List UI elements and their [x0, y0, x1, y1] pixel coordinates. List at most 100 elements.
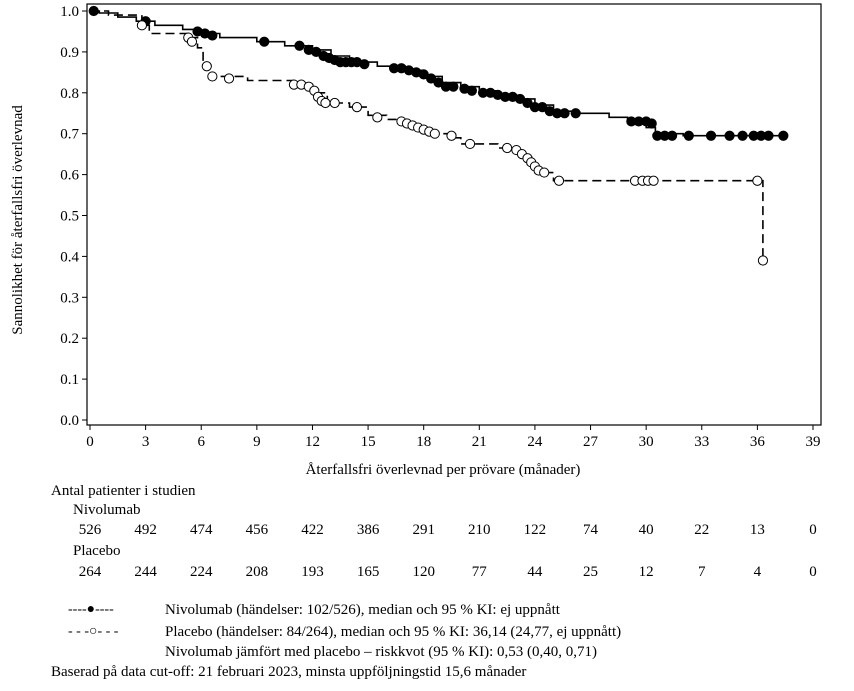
legend-symbol-placebo: - - -○- - -	[68, 624, 119, 639]
y-tick-label: 0.5	[60, 209, 79, 225]
x-tick-label: 24	[527, 434, 543, 450]
censor-point-nivolumab	[359, 59, 370, 70]
risk-count: 492	[134, 522, 157, 538]
y-tick-label: 0.0	[60, 413, 79, 429]
censor-point-placebo	[502, 142, 513, 154]
risk-count: 210	[468, 522, 491, 538]
plot-frame	[86, 3, 822, 426]
series-group	[88, 5, 789, 266]
risk-count: 40	[638, 522, 654, 538]
y-axis-label: Sannolikhet för återfallsfri överlevnad	[10, 105, 26, 335]
footnote: Baserad på data cut-off: 21 februari 202…	[51, 664, 527, 680]
censor-point-placebo	[329, 97, 340, 109]
risk-count: 0	[809, 522, 817, 538]
censor-point-placebo	[186, 36, 198, 47]
x-tick-label: 6	[197, 434, 205, 450]
y-axis: 0.0 0.1 0.2 0.3 0.4 0.5 0.6 0.7 0.8 0.9 1.0	[60, 4, 87, 429]
risk-count: 122	[523, 522, 547, 538]
censor-point-nivolumab	[646, 118, 657, 129]
risk-count: 474	[189, 522, 213, 538]
risk-count: 526	[78, 522, 102, 538]
censor-point-nivolumab	[778, 130, 789, 141]
y-tick-label: 0.8	[60, 86, 79, 102]
x-tick-label: 9	[253, 434, 261, 450]
risk-table-title: Antal patienter i studien	[51, 483, 196, 499]
risk-count: 25	[583, 564, 599, 580]
risk-count: 13	[749, 522, 765, 538]
censor-point-nivolumab	[448, 81, 459, 92]
censor-point-nivolumab	[724, 130, 735, 141]
risk-count: 244	[134, 564, 157, 580]
censor-point-nivolumab	[207, 30, 218, 41]
censor-point-nivolumab	[667, 130, 678, 141]
y-tick-label: 0.6	[60, 168, 79, 184]
censor-point-nivolumab	[466, 85, 477, 96]
y-tick-label: 0.4	[60, 249, 79, 265]
x-tick-label: 27	[583, 434, 599, 450]
censor-point-nivolumab	[683, 130, 694, 141]
risk-count: 165	[356, 564, 380, 580]
x-axis-label: Återfallsfri överlevnad per prövare (mån…	[306, 462, 581, 478]
risk-count: 208	[245, 564, 269, 580]
risk-count: 422	[301, 522, 324, 538]
risk-count: 386	[356, 522, 380, 538]
censor-point-placebo	[207, 71, 218, 82]
y-tick-label: 0.9	[60, 45, 79, 61]
risk-count: 4	[753, 564, 762, 580]
risk-count: 12	[638, 564, 654, 580]
risk-count: 74	[583, 522, 599, 538]
censor-point-placebo	[136, 20, 148, 31]
censor-point-nivolumab	[559, 108, 570, 119]
risk-count: 291	[412, 522, 435, 538]
x-axis: 0 3 6 9 12 15 18 21 24 27 30 33 36 39	[86, 425, 821, 450]
legend-label-nivolumab: Nivolumab (händelser: 102/526), median o…	[165, 602, 560, 618]
risk-count: 224	[189, 564, 213, 580]
y-tick-label: 0.7	[60, 127, 79, 143]
censor-point-placebo	[464, 138, 476, 150]
risk-count: 44	[527, 564, 543, 580]
x-tick-label: 39	[806, 434, 821, 450]
x-tick-label: 30	[639, 434, 654, 450]
x-tick-label: 12	[305, 434, 320, 450]
y-tick-label: 1.0	[60, 4, 79, 20]
risk-count: 0	[809, 564, 817, 580]
risk-row-label-placebo: Placebo	[73, 543, 121, 559]
legend-hazard-ratio: Nivolumab jämfört med placebo – riskkvot…	[165, 644, 597, 660]
censor-point-placebo	[320, 97, 331, 109]
risk-count: 77	[471, 564, 487, 580]
risk-count: 22	[694, 522, 710, 538]
x-tick-label: 21	[472, 434, 487, 450]
censor-point-nivolumab	[570, 108, 581, 119]
censor-point-nivolumab	[259, 36, 270, 47]
censor-point-placebo	[429, 128, 440, 139]
x-tick-label: 15	[361, 434, 376, 450]
x-tick-label: 36	[750, 434, 766, 450]
censor-point-placebo	[201, 61, 212, 72]
censor-point-placebo	[223, 73, 235, 84]
censor-point-nivolumab	[294, 40, 305, 51]
legend-label-placebo: Placebo (händelser: 84/264), median och …	[165, 624, 622, 640]
censor-point-nivolumab	[763, 130, 774, 141]
x-tick-label: 18	[416, 434, 431, 450]
censor-point-nivolumab	[737, 130, 748, 141]
risk-count: 7	[698, 564, 706, 580]
risk-count: 193	[301, 564, 324, 580]
legend-symbol-nivolumab: ----●----	[68, 602, 114, 617]
censor-point-placebo	[372, 112, 383, 123]
censor-point-placebo	[752, 175, 763, 186]
censor-point-placebo	[539, 167, 550, 178]
y-tick-label: 0.1	[60, 372, 79, 388]
censor-point-nivolumab	[705, 130, 717, 141]
y-tick-label: 0.3	[60, 290, 79, 306]
risk-count: 120	[412, 564, 435, 580]
x-tick-label: 3	[142, 434, 150, 450]
km-chart: 0.00.10.20.30.40.50.60.70.80.91.0 0 3 6 9 12…	[10, 3, 822, 478]
risk-count: 456	[245, 522, 269, 538]
risk-row-label-nivolumab: Nivolumab	[73, 502, 141, 518]
x-tick-label: 33	[694, 434, 709, 450]
censor-point-placebo	[648, 175, 659, 186]
x-tick-label: 0	[86, 434, 94, 450]
censor-point-placebo	[351, 102, 363, 113]
censor-point-placebo	[553, 175, 565, 186]
risk-count: 264	[78, 564, 102, 580]
